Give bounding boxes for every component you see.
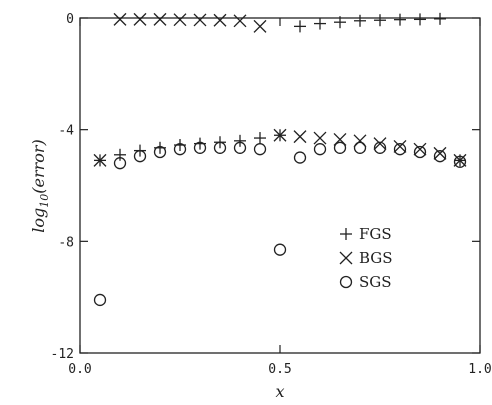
point-sgs <box>253 143 267 156</box>
point-sgs <box>133 150 147 163</box>
point-sgs <box>213 141 227 154</box>
point-sgs <box>273 243 287 256</box>
point-sgs <box>433 150 447 163</box>
point-fgs <box>254 132 266 145</box>
point-fgs <box>334 16 346 29</box>
point-bgs <box>393 139 407 153</box>
point-bgs <box>153 12 167 26</box>
point-fgs <box>314 17 326 30</box>
cross-stroke <box>133 12 147 26</box>
legend-marker-cross <box>339 251 353 265</box>
legend-item-sgs: SGS <box>339 273 392 291</box>
cross-stroke <box>173 13 187 27</box>
point-bgs <box>433 146 447 160</box>
cross-stroke <box>113 12 127 26</box>
point-bgs <box>313 131 327 145</box>
y-tick-label: 0 <box>66 12 74 27</box>
legend-label-bgs: BGS <box>359 249 393 267</box>
point-bgs <box>173 13 187 27</box>
cross-stroke <box>273 128 287 142</box>
point-sgs <box>293 151 307 164</box>
point-fgs <box>394 13 406 26</box>
legend-item-fgs: FGS <box>340 225 392 243</box>
legend-cross-symbol <box>339 251 353 265</box>
legend-marker-circle <box>339 275 353 289</box>
cross-stroke <box>373 137 387 151</box>
point-fgs <box>434 12 446 25</box>
cross-stroke <box>433 146 447 160</box>
ticks <box>79 17 481 354</box>
legend-label-sgs: SGS <box>359 273 392 291</box>
point-bgs <box>213 13 227 27</box>
point-sgs <box>233 141 247 154</box>
y-tick-label: -12 <box>51 347 74 362</box>
cross-stroke <box>153 12 167 26</box>
point-sgs <box>353 141 367 154</box>
y-axis-label-base: log <box>29 208 48 233</box>
point-bgs <box>133 12 147 26</box>
point-sgs <box>93 293 107 307</box>
point-sgs <box>153 145 167 159</box>
cross-stroke <box>393 139 407 153</box>
point-bgs <box>113 12 127 26</box>
y-axis-label-subscript: 10 <box>38 194 51 208</box>
point-sgs <box>333 141 347 154</box>
cross-stroke <box>93 153 107 167</box>
x-tick-label: 0.0 <box>68 362 91 377</box>
point-bgs <box>253 19 267 33</box>
x-tick-label: 1.0 <box>468 362 491 377</box>
point-sgs <box>453 155 467 168</box>
x-tick-label: 0.5 <box>268 362 291 377</box>
point-sgs <box>113 157 127 170</box>
legend-label-fgs: FGS <box>359 225 392 243</box>
legend: FGS BGS SGS <box>339 225 393 291</box>
point-fgs <box>294 20 306 33</box>
cross-stroke <box>233 14 247 28</box>
point-bgs <box>453 153 467 167</box>
point-fgs <box>234 134 246 147</box>
point-bgs <box>233 14 247 28</box>
point-fgs <box>374 14 386 27</box>
cross-stroke <box>253 19 267 33</box>
point-bgs <box>193 13 207 27</box>
data-marks <box>93 12 467 307</box>
point-fgs <box>354 14 366 27</box>
point-sgs <box>193 141 207 154</box>
legend-item-bgs: BGS <box>339 249 393 267</box>
cross-stroke <box>293 130 307 144</box>
legend-circle-symbol <box>339 275 353 289</box>
point-sgs <box>413 145 427 159</box>
point-fgs <box>114 148 126 161</box>
x-axis-label: x <box>275 382 284 401</box>
point-sgs <box>393 143 407 156</box>
point-sgs <box>173 143 187 156</box>
cross-stroke <box>213 13 227 27</box>
point-bgs <box>373 137 387 151</box>
plot-frame <box>79 17 481 354</box>
legend-marker-plus <box>340 228 352 240</box>
y-tick-label: -4 <box>58 124 74 139</box>
legend-plus-symbol <box>340 228 352 240</box>
y-tick-label: -8 <box>58 235 74 250</box>
cross-stroke <box>453 153 467 167</box>
point-bgs <box>93 153 107 167</box>
point-fgs <box>414 13 426 26</box>
cross-stroke <box>193 13 207 27</box>
point-bgs <box>293 130 307 144</box>
cross-stroke <box>339 251 353 265</box>
point-sgs <box>373 141 387 154</box>
cross-stroke <box>313 131 327 145</box>
tick-labels: 0.0 0.5 1.0 0 -4 -8 -12 <box>51 12 492 377</box>
point-sgs <box>313 143 327 156</box>
point-bgs <box>273 128 287 142</box>
y-axis-label: log10(error) <box>29 139 51 233</box>
y-axis-label-argument: (error) <box>29 139 48 194</box>
cross-stroke <box>413 142 427 156</box>
point-bgs <box>413 142 427 156</box>
